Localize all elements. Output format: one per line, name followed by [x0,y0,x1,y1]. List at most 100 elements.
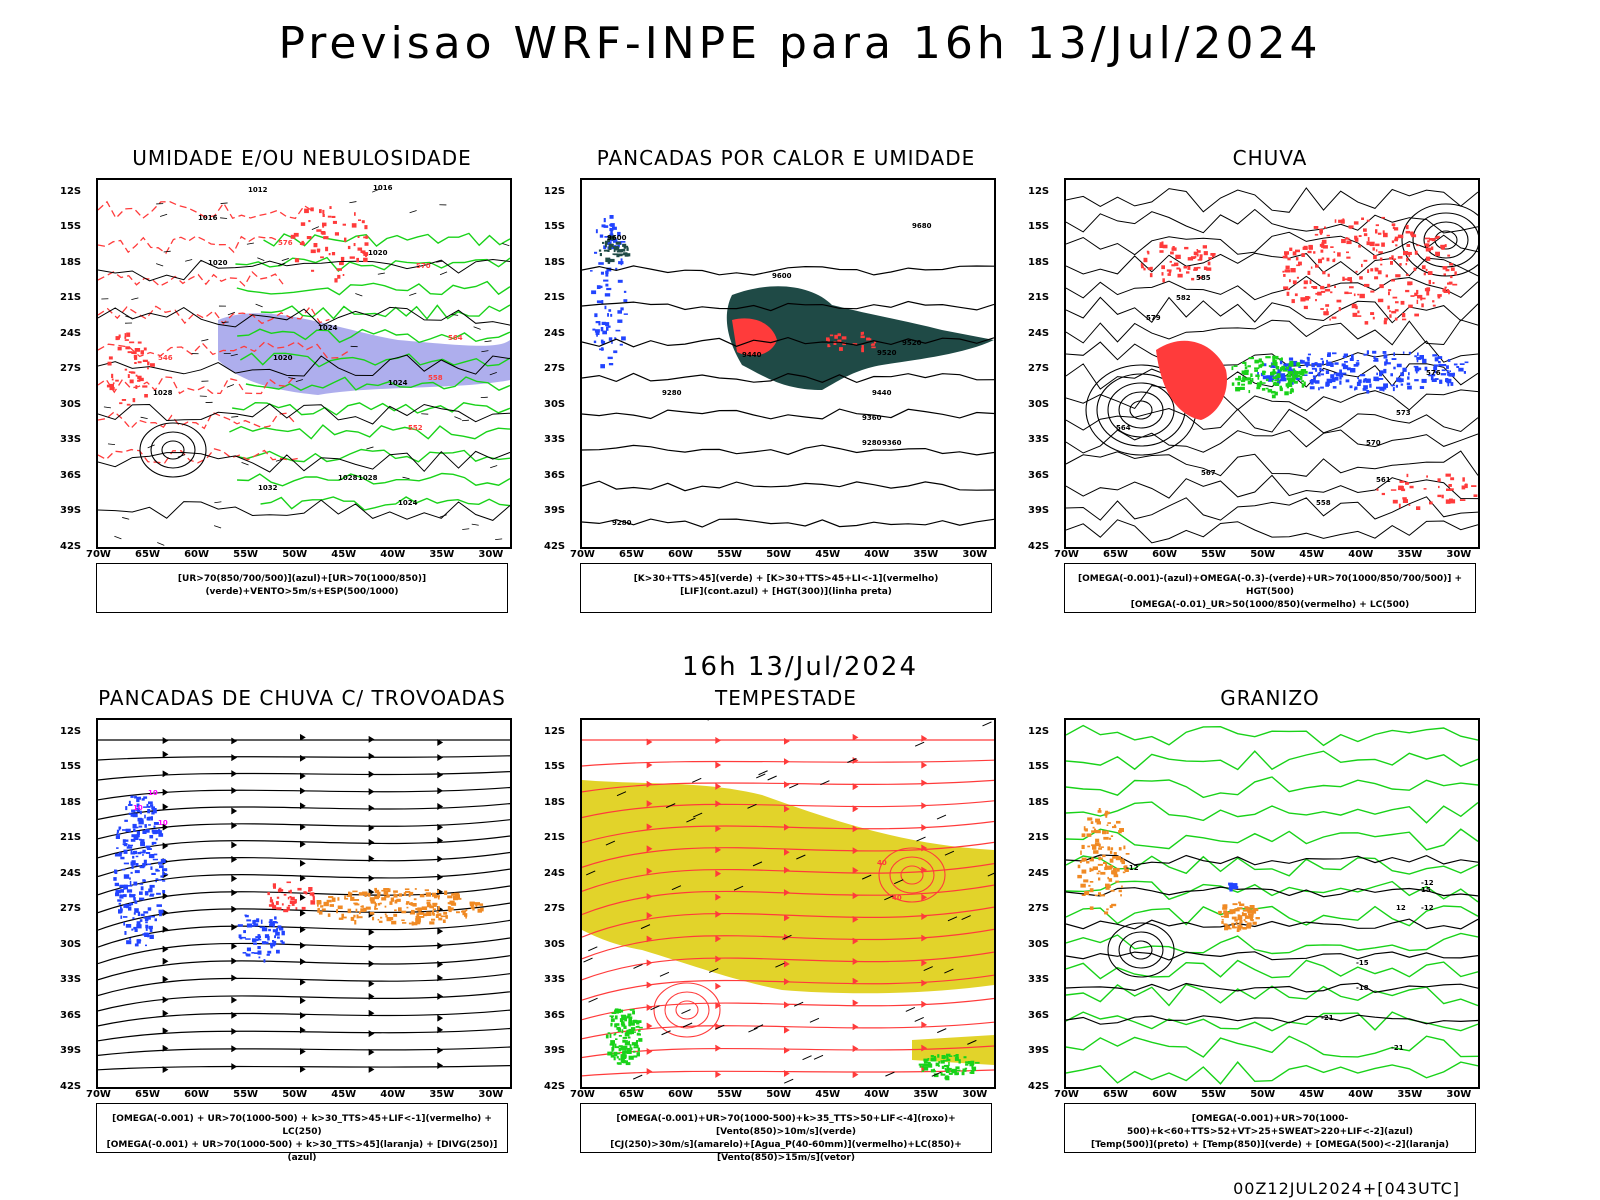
wind-vector [666,803,676,809]
field-patch [377,903,381,906]
field-patch [1349,280,1353,283]
field-patch [1299,375,1303,380]
legend-line: [CJ(250)>30m/s](amarelo)+[Agua_P(40-60mm… [610,1140,962,1163]
field-patch [1380,370,1384,375]
stream-arrow [162,788,169,796]
field-patch [1447,359,1451,362]
field-patch [139,810,142,815]
field-patch [617,279,623,283]
field-patch [405,890,411,893]
field-patch [1086,833,1092,837]
field-patch [1320,285,1325,290]
field-patch [1385,359,1388,363]
field-patch [251,952,255,954]
field-patch [132,855,135,859]
field-patch [153,825,156,829]
streamline [582,841,994,868]
field-patch [1320,386,1324,389]
lon-tick: 45W [1299,549,1325,560]
field-patch [1318,387,1320,391]
field-patch [1094,894,1098,897]
wind-vector [213,525,222,529]
field-patch [1341,363,1346,367]
legend-line: [OMEGA(-0.001)+UR>70(1000-500)+k<60+TTS>… [1126,1114,1414,1137]
field-patch [115,379,119,382]
lon-tick: 70W [570,1089,595,1100]
field-patch [610,258,615,263]
lat-tick: 15S [544,221,566,233]
field-patch [152,858,158,861]
field-patch [593,340,597,344]
stream-arrow [368,993,375,1000]
field-patch [946,1055,949,1061]
field-patch [1397,256,1403,259]
field-patch [1278,371,1281,375]
wind-vector [813,1054,824,1060]
field-patch [1077,874,1082,879]
field-patch [620,307,624,311]
field-patch [334,278,338,283]
field-patch [114,869,117,874]
field-patch [1334,285,1336,288]
field-patch [238,934,242,938]
field-patch [394,909,397,912]
stream-arrow [231,996,238,1004]
field-patch [1265,356,1271,359]
field-patch [416,913,420,918]
field-patch [304,208,309,214]
field-patch [1294,293,1298,297]
field-patch [118,334,121,338]
field-patch [1223,923,1227,926]
contour-line [1066,252,1478,277]
wind-vector [936,814,947,820]
wind-vector [961,915,971,921]
field-patch [1410,231,1414,236]
field-patch [1102,854,1106,858]
field-patch [151,806,155,810]
field-patch [142,849,146,854]
field-patch [1239,922,1242,927]
streamline [98,937,510,965]
field-patch [344,895,346,900]
field-patch [272,883,276,888]
field-patch [607,1032,611,1034]
panel-pancadas-calor: PANCADAS POR CALOR E UMIDADE 9680 9600 9600… [544,146,996,630]
field-patch [1405,230,1411,234]
field-patch [374,903,377,907]
field-patch [1107,866,1113,870]
field-patch [1421,378,1427,383]
field-patch [617,245,620,248]
stream-arrow [162,957,169,965]
field-patch [1229,909,1235,913]
field-patch [1424,243,1429,246]
contour-label: 1028 [153,389,173,397]
field-patch [126,332,131,337]
field-patch [1143,267,1146,271]
field-patch [606,267,612,272]
field-patch [1231,916,1237,920]
lat-tick: 15S [60,761,82,773]
lat-tick: 27S [1028,363,1050,375]
legend-line: [OMEGA(-0.001)-(azul)+OMEGA(-0.3)-(verde… [1077,574,1463,597]
field-patch [1405,273,1409,276]
field-patch [361,220,365,224]
field-patch [1340,374,1344,378]
field-patch [310,900,316,905]
field-patch [610,1018,615,1022]
field-patch [1095,818,1100,823]
field-patch [1271,380,1274,383]
contour-line [1066,932,1478,955]
field-patch [617,310,622,314]
contour-line [98,340,349,359]
field-patch [1353,293,1356,297]
stream-arrow [368,824,375,832]
field-patch [111,378,114,381]
field-patch [1392,499,1398,504]
field-patch [1308,371,1313,374]
field-patch [130,849,133,854]
lon-tick: 35W [1397,1089,1423,1100]
field-patch [1417,294,1423,299]
field-patch [359,911,361,915]
field-patch [129,893,132,898]
field-patch [1256,387,1261,390]
